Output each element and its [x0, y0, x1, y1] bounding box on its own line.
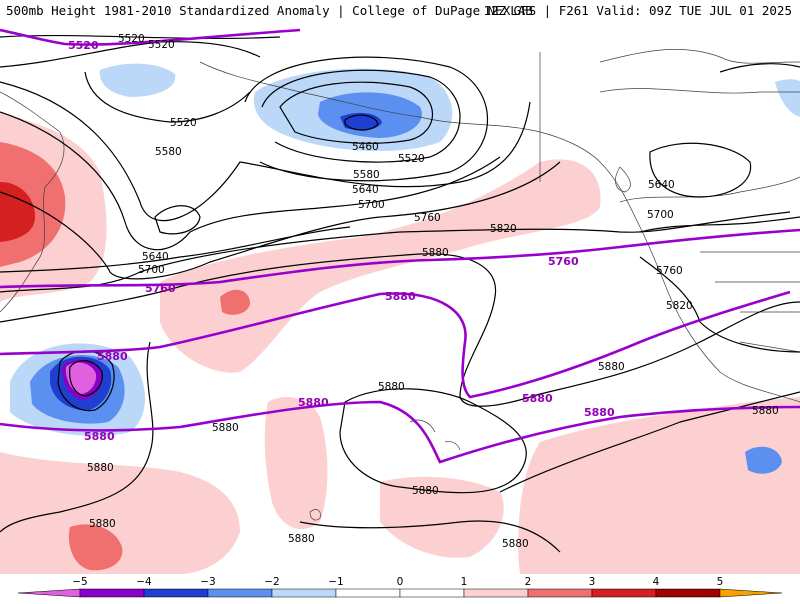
contour-label: 5820 — [666, 300, 693, 312]
contour-label: 5880 — [212, 422, 239, 434]
contour-label: 5580 — [353, 169, 380, 181]
contour-label-purple: 5880 — [97, 350, 128, 363]
contour-label: 5880 — [288, 533, 315, 545]
contour-label: 5880 — [598, 361, 625, 373]
contour-label: 5700 — [647, 209, 674, 221]
contour-label-purple: 5880 — [522, 392, 553, 405]
map-header: 500mb Height 1981-2010 Standardized Anom… — [0, 0, 800, 23]
colorbar-tick: −2 — [264, 576, 279, 588]
anomaly-map: 5520 5520 5520 5520 5460 5580 5580 5640 … — [0, 22, 800, 574]
contour-labels-purple: 5520 5760 5760 5880 5880 5880 5880 5880 … — [68, 39, 615, 443]
contour-label-purple: 5760 — [548, 255, 579, 268]
colorbar-tick: −3 — [200, 576, 215, 588]
colorbar-tick: −1 — [328, 576, 343, 588]
colorbar-tick: 2 — [525, 576, 532, 588]
contour-label-purple: 5760 — [145, 282, 176, 295]
contour-label: 5640 — [352, 184, 379, 196]
colorbar-tick: 0 — [397, 576, 404, 588]
contour-label-purple: 5880 — [84, 430, 115, 443]
contour-label-purple: 5880 — [385, 290, 416, 303]
contour-label: 5580 — [155, 146, 182, 158]
contour-label: 5640 — [648, 179, 675, 191]
contour-label: 5880 — [87, 462, 114, 474]
contour-label: 5880 — [752, 405, 779, 417]
contour-label: 5880 — [378, 381, 405, 393]
contour-label: 5700 — [138, 264, 165, 276]
height-contours-purple — [0, 28, 800, 464]
contour-label: 5640 — [142, 251, 169, 263]
contour-label: 5700 — [358, 199, 385, 211]
contour-label: 5760 — [414, 212, 441, 224]
contour-label: 5880 — [502, 538, 529, 550]
colorbar-tick: −4 — [136, 576, 152, 588]
height-contours-black — [0, 34, 800, 553]
contour-label: 5520 — [170, 117, 197, 129]
colorbar-tick: 1 — [461, 576, 468, 588]
contour-label: 5520 — [398, 153, 425, 165]
contour-label: 5880 — [89, 518, 116, 530]
run-info: 12Z GFS | F261 Valid: 09Z TUE JUL 01 202… — [483, 3, 792, 18]
positive-anomaly-shading — [0, 112, 800, 574]
contour-label: 5820 — [490, 223, 517, 235]
contour-label: 5460 — [352, 141, 379, 153]
map-title: 500mb Height 1981-2010 Standardized Anom… — [6, 3, 533, 18]
contour-label-purple: 5880 — [298, 396, 329, 409]
colorbar-tick: −5 — [72, 576, 87, 588]
anomaly-colorbar: −5 −4 −3 −2 −1 0 1 2 3 4 5 — [0, 574, 800, 600]
contour-labels-black: 5520 5520 5520 5520 5460 5580 5580 5640 … — [87, 33, 779, 550]
colorbar-tick: 4 — [653, 576, 660, 588]
map-svg: 5520 5520 5520 5520 5460 5580 5580 5640 … — [0, 28, 800, 574]
colorbar-tick: 3 — [589, 576, 596, 588]
coastlines — [0, 49, 800, 521]
contour-label-purple: 5520 — [68, 39, 99, 52]
colorbar-tick: 5 — [717, 576, 724, 588]
contour-label-purple: 5880 — [584, 406, 615, 419]
contour-label: 5760 — [656, 265, 683, 277]
contour-label: 5520 — [118, 33, 145, 45]
contour-label: 5520 — [148, 39, 175, 51]
colorbar-svg: −5 −4 −3 −2 −1 0 1 2 3 4 5 — [17, 576, 783, 598]
contour-label: 5880 — [422, 247, 449, 259]
colorbar-ticks: −5 −4 −3 −2 −1 0 1 2 3 4 5 — [72, 576, 723, 588]
contour-label: 5880 — [412, 485, 439, 497]
colorbar-swatches — [17, 588, 783, 598]
